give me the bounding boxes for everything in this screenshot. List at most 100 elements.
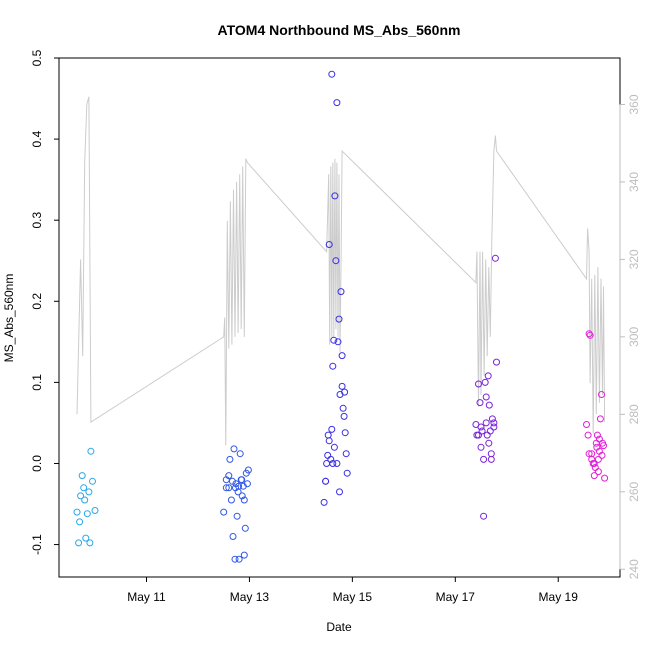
data-point [476,399,484,407]
data-point [342,450,350,458]
data-point [481,378,489,386]
data-point [593,431,601,439]
data-point [583,421,590,428]
data-point [482,393,490,401]
data-point [243,480,251,488]
data-point [77,492,85,500]
data-point [228,477,236,485]
data-point [584,431,592,439]
data-point [588,455,596,463]
x-tick-label: May 17 [436,590,476,604]
y-tick-label-left: 0.2 [30,293,44,310]
data-point [235,555,243,563]
data-point [87,447,95,455]
x-axis-label: Date [326,620,352,634]
data-point [230,445,238,453]
data-point [585,330,593,338]
data-point [340,412,348,420]
data-point [241,524,249,532]
x-tick-label: May 13 [230,590,270,604]
data-point [240,496,248,504]
x-tick-label: May 11 [127,590,166,604]
data-point [220,508,228,516]
data-point [488,415,496,423]
data-point [491,254,499,262]
data-point [226,455,234,463]
y-axis-left: -0.1 0.0 0.1 0.2 0.3 0.4 0.5 [30,49,60,555]
data-point [330,443,338,451]
y-tick-label-left: 0.1 [30,374,44,391]
x-axis: May 11 May 13 May 15 May 17 May 19 [127,576,578,604]
data-point [585,450,593,458]
data-point [89,477,96,485]
data-point [229,533,237,540]
data-point [475,380,482,388]
data-point [235,482,243,490]
data-point [594,468,602,476]
secondary-line-group [76,96,606,446]
y-tick-label-left: -0.1 [30,534,44,555]
data-point [477,423,485,431]
data-point [493,358,500,366]
data-point [594,455,602,463]
y-tick-label-left: 0.5 [30,49,44,66]
y-axis-right: 240 260 280 300 320 340 360 [619,94,641,579]
data-point [332,257,340,265]
data-point [336,488,343,496]
points-group [73,70,609,563]
y-tick-label-right: 260 [627,481,641,501]
data-point [331,192,339,200]
data-point [233,512,241,520]
data-point [236,450,244,458]
data-point [322,477,330,485]
data-point [486,427,494,435]
y-tick-label-left: 0.4 [30,130,44,147]
data-point [593,443,601,451]
data-point [480,512,488,520]
y-tick-label-right: 320 [627,249,641,269]
data-point [82,534,90,542]
y-tick-label-right: 360 [627,94,641,114]
data-point [590,472,598,480]
data-point [320,498,328,506]
data-point [240,551,248,559]
data-point [329,460,337,467]
data-point [477,443,485,451]
data-point [341,429,349,437]
y-tick-label-left: 0.3 [30,212,44,229]
data-point [91,507,99,514]
data-point [598,451,606,459]
data-point [334,338,342,346]
data-point [73,508,81,516]
data-point [80,484,88,492]
data-point [328,425,336,433]
data-point [338,382,346,390]
data-point [327,455,335,463]
data-point [76,518,84,526]
data-point [333,460,341,467]
data-point [75,539,83,547]
data-point [244,466,252,474]
secondary-series-line [76,96,606,446]
data-point [596,415,604,423]
data-point [222,484,230,492]
data-point [482,419,490,427]
data-point [325,241,333,248]
data-point [343,469,351,477]
y-tick-label-right: 300 [627,327,641,347]
data-point [238,492,246,500]
data-point [485,401,493,409]
data-point [81,496,89,504]
y-tick-label-right: 280 [627,404,641,424]
data-point [485,439,493,447]
y-tick-label-right: 240 [627,559,641,579]
data-point [86,539,94,547]
data-point [490,419,498,427]
data-point [330,336,338,344]
data-point [595,435,603,443]
data-point [227,496,235,504]
data-point [475,431,482,439]
chart-title: ATOM4 Northbound MS_Abs_560nm [218,22,461,38]
x-tick-label: May 15 [333,590,373,604]
